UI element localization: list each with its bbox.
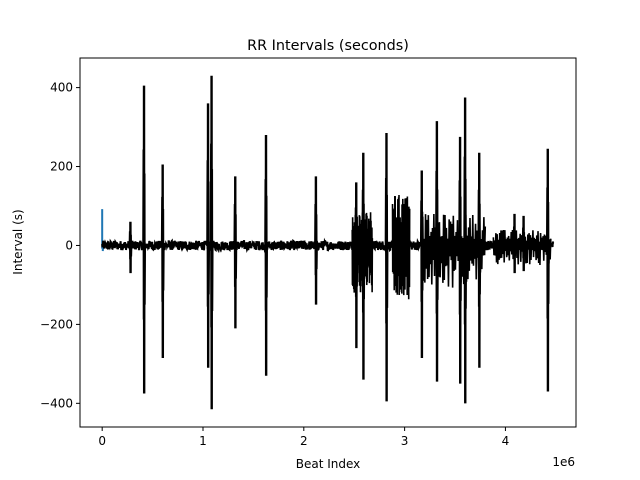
series-spike <box>209 75 214 410</box>
series-layer <box>101 75 555 410</box>
y-tick-label: 200 <box>50 160 73 174</box>
series-spike <box>384 132 389 402</box>
series-spike <box>361 152 366 380</box>
plot-area <box>79 57 577 428</box>
y-tick-label: 0 <box>65 238 73 252</box>
x-tick-label: 1 <box>199 434 207 448</box>
y-tick-label: −200 <box>40 317 73 331</box>
x-axis-offset-label: 1e6 <box>552 455 575 469</box>
series-spike <box>419 170 424 358</box>
series-spike <box>206 103 211 368</box>
series-spike <box>264 134 269 376</box>
series-spike <box>463 97 468 404</box>
series-spike <box>435 121 439 382</box>
series-spike <box>521 215 526 272</box>
chart-title: RR Intervals (seconds) <box>247 38 409 54</box>
series-dense-region <box>421 213 487 288</box>
y-tick-label: −400 <box>40 396 73 410</box>
series-spike <box>458 136 463 384</box>
series-dense-region <box>391 194 411 300</box>
series-spike <box>314 176 318 305</box>
series-spike <box>128 221 133 274</box>
x-tick-label: 2 <box>300 434 308 448</box>
y-tick-label: 400 <box>50 81 73 95</box>
series-spike <box>233 176 238 329</box>
x-axis-ticks: 0 1 2 3 4 <box>98 427 509 448</box>
series-0 <box>101 209 105 252</box>
series-baseline <box>101 237 555 254</box>
x-tick-label: 4 <box>502 434 510 448</box>
y-axis-label: Interval (s) <box>11 209 25 274</box>
series-spike <box>160 164 165 358</box>
series-1 <box>101 75 555 410</box>
series-spike <box>545 148 550 392</box>
series-spike <box>354 182 359 349</box>
x-axis-label: Beat Index <box>296 457 361 471</box>
series-line <box>101 209 105 252</box>
series-spike <box>142 85 147 394</box>
axes-frame <box>79 57 577 428</box>
series-dense-region <box>492 230 552 265</box>
series-spike <box>512 213 517 274</box>
x-tick-label: 0 <box>98 434 106 448</box>
y-axis-ticks: −400 −200 0 200 400 <box>40 81 80 410</box>
x-tick-label: 3 <box>401 434 409 448</box>
series-spike <box>477 152 482 368</box>
